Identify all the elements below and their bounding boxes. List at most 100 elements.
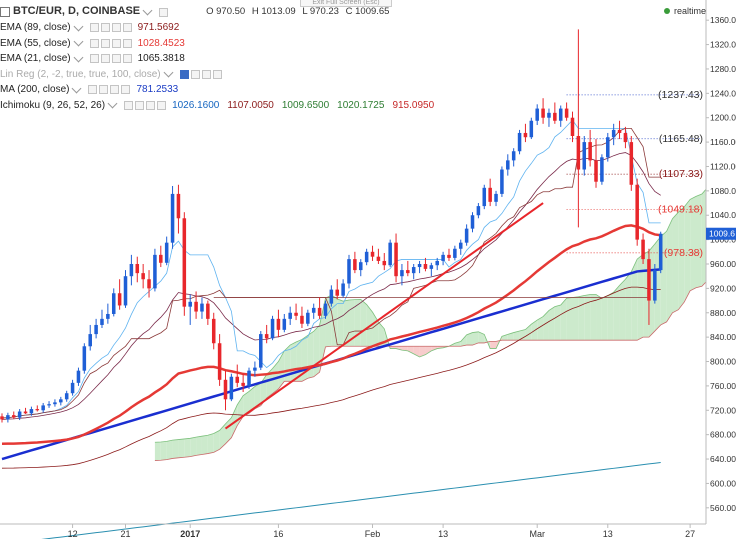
chevron-down-icon[interactable] bbox=[73, 52, 84, 63]
candle-body bbox=[211, 318, 216, 344]
legend-controls[interactable] bbox=[88, 85, 131, 95]
price-tick-label: 1360.00 bbox=[710, 15, 736, 25]
candle-body bbox=[394, 242, 398, 277]
candle-body bbox=[511, 151, 516, 161]
candle-body bbox=[541, 108, 545, 118]
plus-icon[interactable] bbox=[146, 100, 156, 110]
candle-body bbox=[123, 276, 128, 306]
time-tick-label: 21 bbox=[121, 529, 131, 539]
chevron-down-icon[interactable] bbox=[107, 98, 118, 109]
chevron-down-icon[interactable] bbox=[73, 36, 84, 47]
eye-icon[interactable] bbox=[88, 85, 98, 95]
cloud-segment bbox=[513, 331, 520, 341]
legend-controls[interactable] bbox=[124, 100, 167, 110]
price-tick-label: 800.00 bbox=[710, 357, 736, 367]
candle-body bbox=[70, 382, 75, 394]
settings-icon[interactable] bbox=[100, 38, 110, 48]
candle-body bbox=[523, 132, 528, 138]
cloud-segment bbox=[390, 346, 397, 349]
legend-value: 1107.0050 bbox=[227, 99, 274, 111]
symbol-title[interactable]: BTC/EUR, D, COINBASE bbox=[13, 5, 141, 18]
candle-body bbox=[82, 346, 87, 371]
plus-icon[interactable] bbox=[201, 69, 211, 79]
indicator-lines bbox=[1, 119, 736, 544]
candle-body bbox=[76, 370, 81, 383]
legend-controls[interactable] bbox=[89, 38, 132, 48]
eye-icon[interactable] bbox=[179, 69, 189, 79]
close-icon[interactable] bbox=[121, 85, 131, 95]
candle-body bbox=[247, 370, 251, 386]
close-icon[interactable] bbox=[212, 69, 222, 79]
chevron-down-icon[interactable] bbox=[72, 83, 82, 94]
cloud-segment bbox=[690, 196, 696, 291]
settings-icon[interactable] bbox=[190, 69, 200, 79]
chart-menu-icon[interactable] bbox=[0, 7, 10, 17]
settings-icon[interactable] bbox=[135, 100, 145, 110]
candle-body bbox=[59, 399, 63, 403]
exit-fullscreen-button[interactable]: Exit Full Screen (Esc) bbox=[300, 0, 392, 7]
legend-row[interactable]: MA (200, close) 781.2533 bbox=[0, 82, 440, 98]
candle-body bbox=[170, 193, 175, 243]
candle-body bbox=[417, 264, 422, 268]
legend-indicator-name[interactable]: EMA (55, close) bbox=[0, 37, 71, 49]
close-icon[interactable] bbox=[122, 54, 132, 64]
legend-row[interactable]: EMA (55, close) 1028.4523 bbox=[0, 36, 440, 52]
legend-indicator-name[interactable]: EMA (21, close) bbox=[0, 53, 71, 64]
candle-body bbox=[653, 270, 657, 301]
cloud-segment bbox=[337, 298, 344, 347]
symbol-header: BTC/EUR, D, COINBASE O 970.50 H 1013.09 … bbox=[0, 4, 440, 20]
legend-controls[interactable] bbox=[89, 54, 132, 64]
close-icon[interactable] bbox=[122, 23, 132, 33]
eye-icon[interactable] bbox=[124, 100, 134, 110]
price-tick-label: 1160.00 bbox=[710, 137, 736, 147]
candle-body bbox=[411, 267, 416, 274]
price-tick-label: 1040.00 bbox=[710, 210, 736, 220]
eye-icon[interactable] bbox=[89, 54, 99, 64]
legend-row[interactable]: EMA (21, close) 1065.3818 bbox=[0, 51, 440, 67]
close-icon[interactable] bbox=[122, 38, 132, 48]
eye-icon[interactable] bbox=[89, 23, 99, 33]
legend-indicator-name[interactable]: EMA (89, close) bbox=[0, 22, 71, 33]
ema-21-line bbox=[1, 152, 661, 420]
candle-body bbox=[335, 289, 340, 296]
symbol-controls[interactable] bbox=[159, 7, 169, 17]
legend-row[interactable]: Ichimoku (9, 26, 52, 26) 1026.1600 1107.00… bbox=[0, 98, 440, 114]
ema-55-line bbox=[1, 224, 661, 446]
candle-body bbox=[35, 409, 40, 411]
legend-indicator-name[interactable]: MA (200, close) bbox=[0, 84, 70, 95]
candle-body bbox=[617, 129, 622, 133]
candle-body bbox=[358, 262, 363, 271]
plus-icon[interactable] bbox=[111, 38, 121, 48]
candle-body bbox=[564, 108, 569, 118]
candle-body bbox=[194, 301, 198, 312]
candle-body bbox=[517, 132, 522, 152]
plus-icon[interactable] bbox=[110, 85, 120, 95]
plus-icon[interactable] bbox=[111, 23, 121, 33]
legend-controls[interactable] bbox=[179, 69, 222, 79]
candle-body bbox=[600, 157, 604, 182]
candle-body bbox=[53, 402, 57, 405]
candle-body bbox=[476, 206, 481, 216]
chevron-down-icon[interactable] bbox=[73, 21, 84, 32]
settings-icon[interactable] bbox=[100, 23, 110, 33]
chevron-down-icon[interactable] bbox=[142, 5, 153, 16]
candle-body bbox=[129, 264, 134, 277]
chevron-down-icon[interactable] bbox=[163, 67, 174, 78]
visibility-icon[interactable] bbox=[159, 7, 169, 17]
plus-icon[interactable] bbox=[111, 54, 121, 64]
legend-controls[interactable] bbox=[89, 23, 132, 33]
settings-icon[interactable] bbox=[99, 85, 109, 95]
cloud-segment bbox=[596, 294, 602, 341]
settings-icon[interactable] bbox=[100, 54, 110, 64]
candle-body bbox=[529, 120, 534, 138]
legend-indicator-name[interactable]: Lin Reg (2, -2, true, true, 100, close) bbox=[0, 68, 161, 80]
candle-body bbox=[270, 318, 275, 339]
eye-icon[interactable] bbox=[89, 38, 99, 48]
candle-body bbox=[64, 393, 69, 400]
legend-indicator-name[interactable]: Ichimoku (9, 26, 52, 26) bbox=[0, 99, 106, 111]
close-icon[interactable] bbox=[157, 100, 167, 110]
legend-row[interactable]: EMA (89, close) 971.5692 bbox=[0, 20, 440, 36]
legend-row[interactable]: Lin Reg (2, -2, true, true, 100, close) bbox=[0, 67, 440, 83]
